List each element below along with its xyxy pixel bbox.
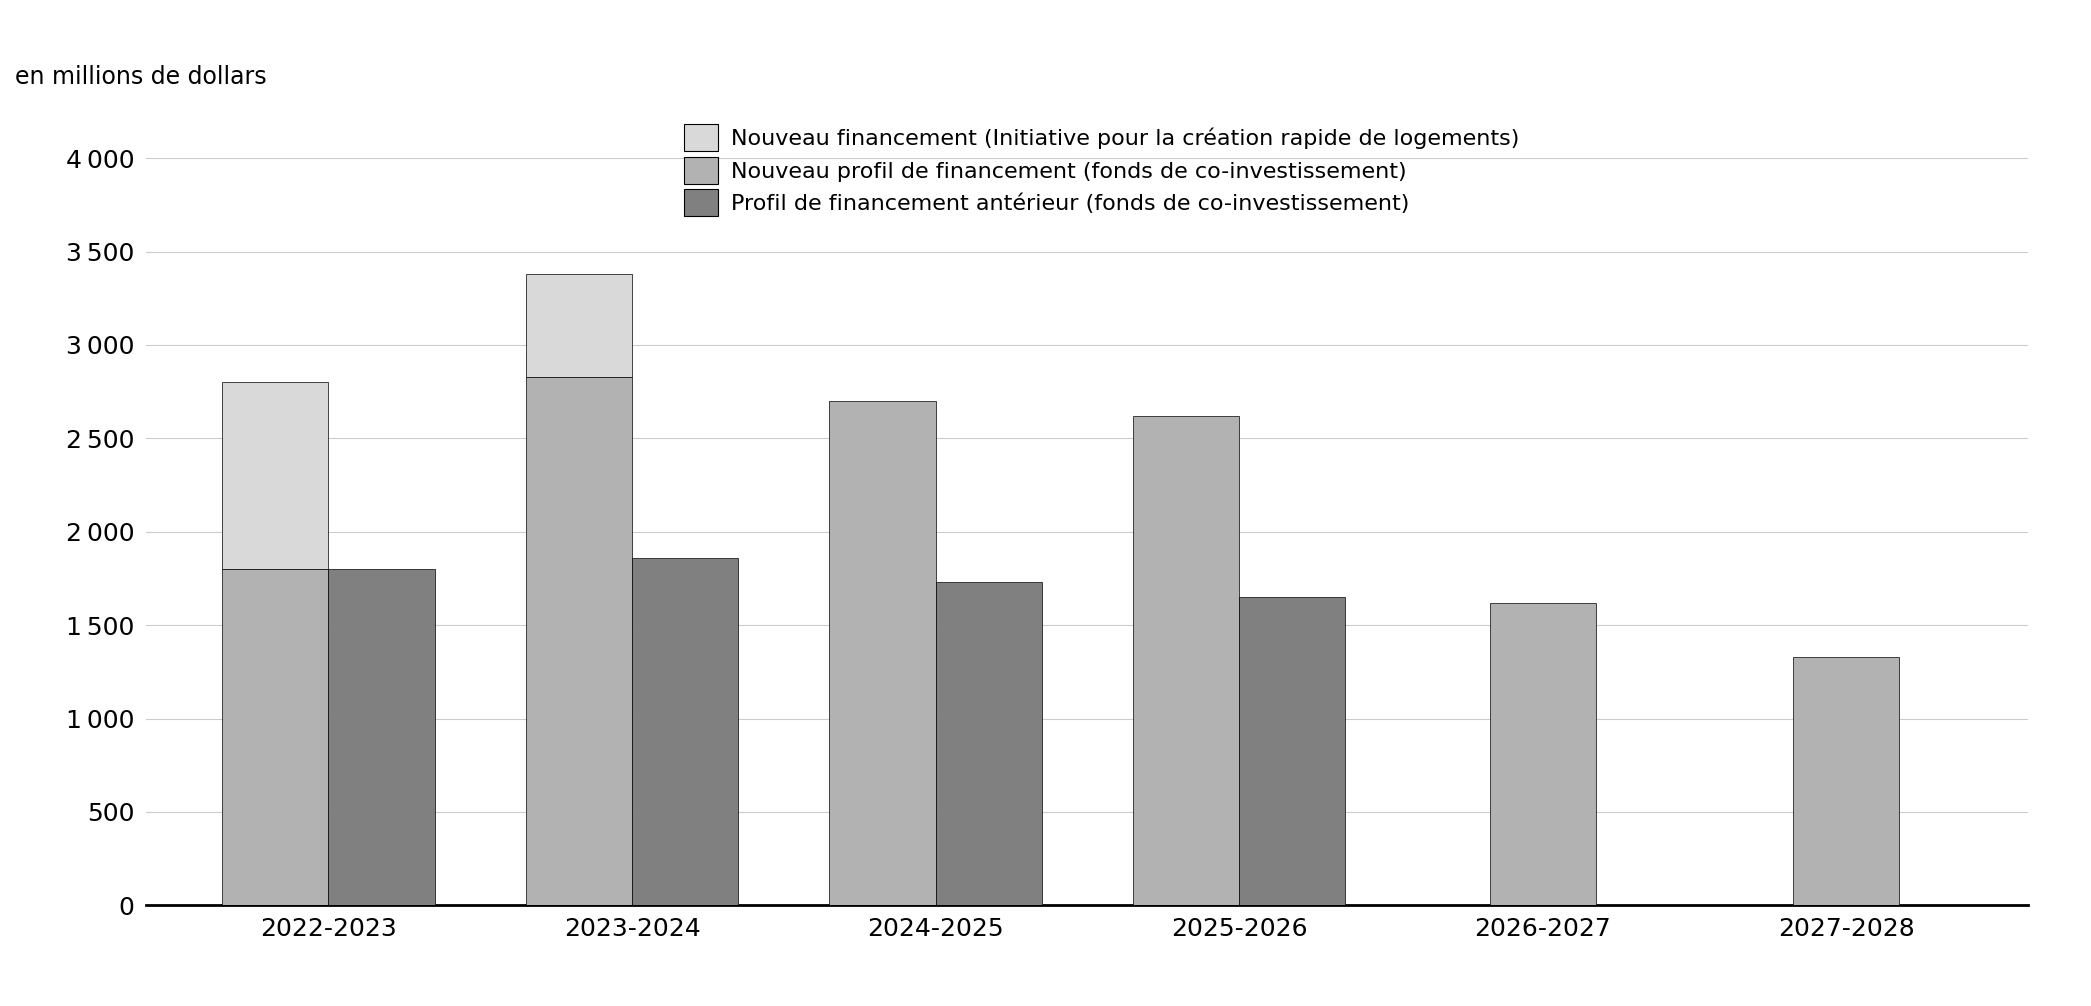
Legend: Nouveau financement (Initiative pour la création rapide de logements), Nouveau p: Nouveau financement (Initiative pour la … — [684, 124, 1520, 216]
Bar — [1489, 603, 1595, 905]
Bar — [525, 376, 631, 905]
Bar — [525, 274, 631, 376]
Bar — [1240, 598, 1345, 905]
Bar — [222, 382, 328, 569]
Bar — [1133, 415, 1240, 905]
Text: en millions de dollars: en millions de dollars — [15, 65, 266, 90]
Bar — [1794, 657, 1899, 905]
Bar — [222, 569, 328, 905]
Bar — [830, 401, 935, 905]
Bar — [328, 569, 435, 905]
Bar — [631, 558, 738, 905]
Bar — [935, 582, 1041, 905]
